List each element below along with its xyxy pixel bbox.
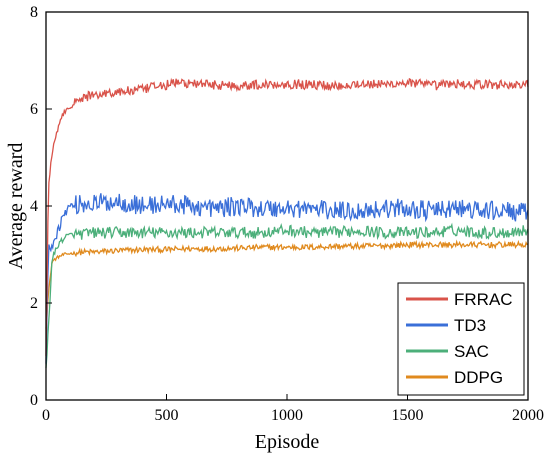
series-line-sac (45, 222, 529, 369)
legend: FRRAC TD3 SAC DDPG (397, 282, 525, 396)
series-line-ddpg (45, 239, 529, 329)
legend-label-frrac: FRRAC (454, 290, 513, 309)
series-line-td3 (45, 193, 529, 364)
series-line-frrac (45, 77, 529, 356)
y-tick-label: 0 (30, 392, 38, 409)
y-tick-label: 6 (30, 101, 38, 118)
x-tick-label: 1500 (392, 407, 424, 424)
x-tick-label: 1000 (271, 407, 303, 424)
x-tick-label: 0 (42, 407, 50, 424)
y-tick-label: 4 (30, 198, 38, 215)
legend-label-ddpg: DDPG (454, 368, 503, 387)
y-tick-label: 8 (30, 4, 38, 21)
x-axis-label: Episode (255, 431, 320, 453)
x-axis-ticks: 0 500 1000 1500 2000 (42, 394, 544, 424)
x-tick-label: 2000 (512, 407, 544, 424)
y-axis-label: Average reward (5, 143, 27, 270)
legend-label-sac: SAC (454, 342, 489, 361)
y-axis-ticks: 0 2 4 6 8 (30, 4, 52, 409)
series-layer (45, 77, 529, 369)
x-tick-label: 500 (155, 407, 179, 424)
y-tick-label: 2 (30, 295, 38, 312)
legend-label-td3: TD3 (454, 316, 486, 335)
